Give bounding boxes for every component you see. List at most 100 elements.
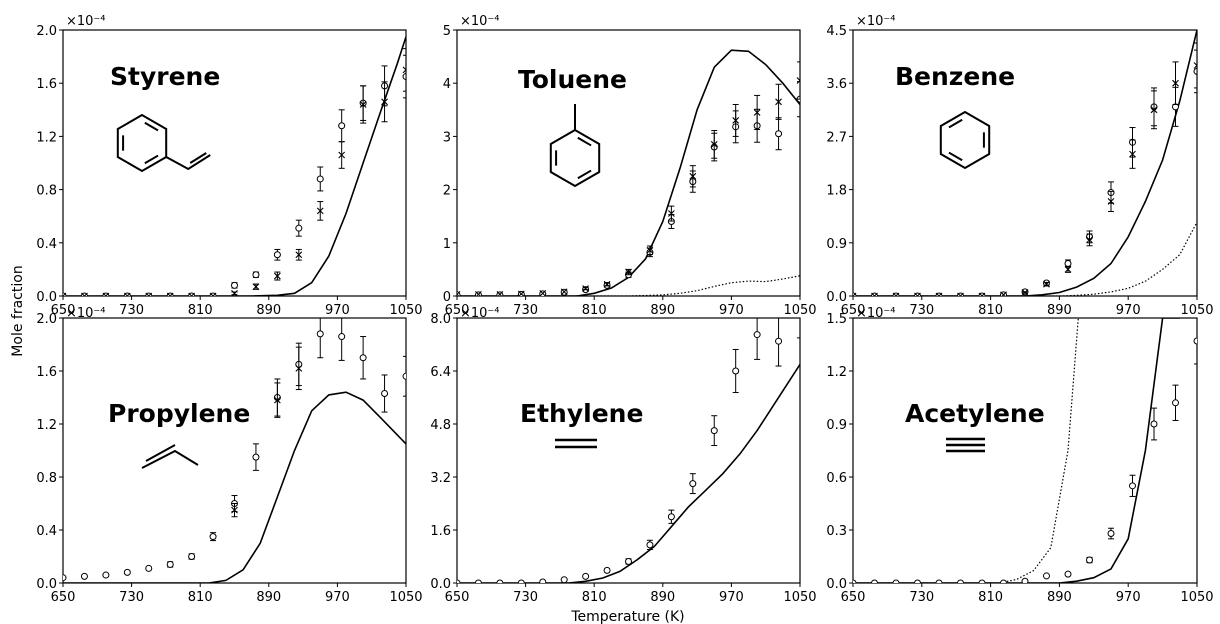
panel-multiplier: ×10⁻⁴	[460, 14, 500, 29]
data-point-cross	[457, 291, 461, 296]
y-tick-label: 0.9	[826, 418, 847, 433]
data-point-cross	[753, 109, 761, 116]
y-tick-label: 1.2	[36, 418, 57, 433]
x-tick-label: 1050	[783, 303, 816, 318]
panel-styrene: ×10⁻⁴ Styrene 0.0 0.4 0.8 1.2 1.6 2.0 650 730 81…	[36, 14, 422, 318]
y-tick-label: 0.0	[826, 290, 847, 305]
data-point-circle	[1086, 556, 1093, 564]
data-point-circle	[359, 354, 367, 362]
x-tick-label: 890	[650, 303, 675, 318]
panel-multiplier: ×10⁻⁴	[460, 306, 500, 321]
data-point-cross	[123, 292, 131, 296]
data-point-circle	[1172, 399, 1179, 407]
y-tick-label: 2.7	[826, 130, 847, 145]
data-point-circle	[63, 574, 67, 582]
y-tick-label: 0.0	[36, 290, 57, 305]
data-point-circle	[539, 578, 547, 583]
x-tick-label: 650	[841, 590, 866, 605]
data-point-circle	[252, 453, 260, 461]
ethylene-structure-icon	[555, 438, 597, 449]
data-point-circle	[603, 566, 611, 574]
y-tick-label: 0.8	[36, 471, 57, 486]
data-point-circle	[1064, 570, 1072, 578]
y-tick-label: 2.0	[36, 312, 57, 327]
data-point-cross	[775, 98, 782, 106]
y-tick-label: 0.8	[36, 184, 57, 199]
model-line-solid	[853, 318, 1180, 583]
data-point-cross	[145, 292, 153, 296]
x-tick-label: 730	[513, 303, 538, 318]
y-tick-label: 3.2	[430, 471, 451, 486]
x-axis-label: Temperature (K)	[570, 609, 684, 624]
species-title: Styrene	[110, 62, 220, 91]
species-title: Benzene	[895, 62, 1015, 91]
data-point-circle	[892, 579, 900, 583]
model-line-solid	[457, 49, 800, 296]
data-point-circle	[381, 390, 389, 398]
data-point-circle	[517, 579, 525, 583]
y-tick-label: 1.2	[36, 130, 57, 145]
data-point-circle	[871, 579, 878, 583]
species-title: Acetylene	[905, 399, 1045, 428]
x-tick-label: 810	[978, 590, 1003, 605]
panel-multiplier: ×10⁻⁴	[856, 14, 896, 29]
data-point-cross	[957, 292, 964, 296]
acetylene-structure-icon	[946, 437, 985, 453]
x-tick-label: 650	[445, 590, 470, 605]
data-point-cross	[295, 364, 303, 372]
data-point-circle	[978, 579, 986, 583]
toluene-structure-icon	[549, 104, 601, 188]
y-tick-label: 2	[443, 184, 451, 199]
data-point-cross	[892, 292, 900, 296]
data-point-circle	[166, 560, 174, 568]
data-point-cross	[1172, 79, 1179, 87]
y-tick-label: 1.6	[36, 77, 57, 92]
species-title: Ethylene	[520, 399, 643, 428]
x-tick-label: 810	[582, 590, 607, 605]
x-tick-label: 1050	[389, 590, 422, 605]
data-point-cross	[496, 291, 504, 296]
y-tick-label: 0.4	[36, 237, 57, 252]
data-point-circle	[1193, 337, 1197, 345]
data-point-cross	[338, 151, 346, 159]
data-point-circle	[496, 579, 504, 583]
x-tick-label: 970	[325, 590, 350, 605]
data-point-circle	[957, 579, 964, 583]
data-point-circle	[402, 73, 406, 81]
x-tick-label: 650	[51, 590, 76, 605]
data-point-circle	[402, 372, 406, 380]
data-point-circle	[209, 533, 217, 541]
propylene-structure-icon	[141, 444, 199, 469]
data-point-circle	[853, 579, 857, 583]
data-point-cross	[603, 280, 611, 288]
data-point-cross	[402, 66, 406, 74]
data-point-cross	[1129, 150, 1136, 158]
y-tick-label: 5	[443, 24, 451, 39]
x-tick-label: 970	[719, 303, 744, 318]
data-point-cross	[1064, 266, 1072, 273]
data-point-cross	[252, 283, 260, 291]
data-point-cross	[381, 98, 388, 106]
data-point-cross	[853, 292, 857, 296]
data-point-circle	[1000, 579, 1007, 583]
data-point-cross	[1150, 106, 1158, 114]
data-point-cross	[188, 292, 196, 296]
data-point-circle	[145, 564, 153, 572]
data-point-circle	[295, 224, 303, 232]
panel-multiplier: ×10⁻⁴	[66, 14, 106, 29]
data-point-circle	[1064, 259, 1072, 267]
data-point-circle	[273, 251, 281, 259]
data-point-circle	[338, 122, 346, 130]
x-tick-label: 810	[188, 590, 213, 605]
data-point-circle	[1129, 482, 1136, 490]
data-point-circle	[102, 571, 110, 579]
data-point-circle	[188, 553, 196, 560]
model-line-solid	[457, 363, 800, 583]
data-point-cross	[914, 292, 921, 296]
y-tick-label: 1.5	[826, 312, 847, 327]
x-tick-label: 650	[445, 303, 470, 318]
y-tick-label: 1.8	[826, 184, 847, 199]
data-point-cross	[209, 292, 217, 296]
